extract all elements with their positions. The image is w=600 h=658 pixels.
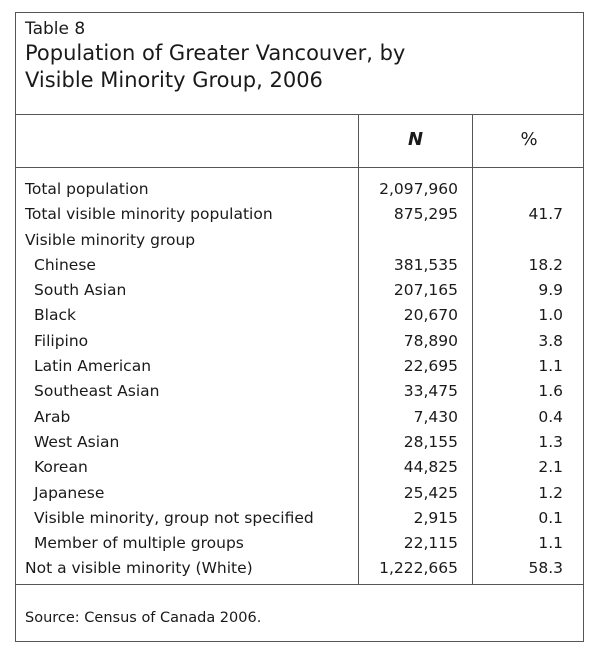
row-label: Total visible minority population <box>25 205 273 224</box>
row-percent-value: 0.4 <box>538 407 563 426</box>
table-label: Table 8 <box>25 19 86 39</box>
table-row: Chinese 381,535 18.2 <box>16 256 583 281</box>
row-n-value: 33,475 <box>403 382 458 401</box>
row-percent-value: 58.3 <box>528 559 563 578</box>
table-row: Southeast Asian 33,475 1.6 <box>16 382 583 407</box>
row-n-value: 78,890 <box>403 331 458 350</box>
row-n-value: 22,115 <box>403 534 458 553</box>
row-n-value: 2,097,960 <box>379 180 458 198</box>
row-n-value: 22,695 <box>403 357 458 376</box>
row-percent-value: 9.9 <box>538 281 563 300</box>
table-row: Visible minority, group not specified 2,9… <box>16 509 583 534</box>
row-n-value: 25,425 <box>403 483 458 502</box>
table-container: Table 8 Population of Greater Vancouver,… <box>15 12 584 642</box>
row-n-value: 44,825 <box>403 458 458 477</box>
row-percent-value: 1.1 <box>538 534 563 553</box>
row-label: Visible minority, group not specified <box>34 508 314 527</box>
table-row: Japanese 25,425 1.2 <box>16 484 583 509</box>
table-row: South Asian 207,165 9.9 <box>16 281 583 306</box>
table-row: Not a visible minority (White) 1,222,665 5… <box>16 559 583 584</box>
column-header-n: N <box>407 129 424 150</box>
table-row: Visible minority group <box>16 231 583 256</box>
row-n-value: 2,915 <box>413 508 458 527</box>
row-percent-value: 1.1 <box>538 357 563 376</box>
source-note: Source: Census of Canada 2006. <box>25 610 262 626</box>
row-percent-value: 1.2 <box>538 483 563 502</box>
row-percent-value: 18.2 <box>528 255 563 274</box>
table-title: Population of Greater Vancouver, by Visi… <box>25 41 406 92</box>
table-row: Total population 2,097,960 <box>16 180 583 205</box>
row-label: West Asian <box>34 432 120 451</box>
row-percent-value: 1.6 <box>538 382 563 401</box>
table-row: Filipino 78,890 3.8 <box>16 332 583 357</box>
row-label: Total population <box>25 180 149 198</box>
row-label: Black <box>34 306 76 325</box>
row-label: Not a visible minority (White) <box>25 559 253 578</box>
column-divider <box>358 114 359 584</box>
row-n-value: 7,430 <box>413 407 458 426</box>
row-label: South Asian <box>34 281 127 300</box>
row-percent-value: 0.1 <box>538 508 563 527</box>
row-label: Member of multiple groups <box>34 534 244 553</box>
table-title-area: Table 8 Population of Greater Vancouver,… <box>16 13 583 115</box>
column-header-percent: % <box>520 129 538 150</box>
table-body: Total population 2,097,960 Total visible m… <box>16 180 583 585</box>
table-row: Black 20,670 1.0 <box>16 306 583 331</box>
row-n-value: 875,295 <box>393 205 458 224</box>
row-label: Chinese <box>34 255 96 274</box>
table-row: Latin American 22,695 1.1 <box>16 357 583 382</box>
row-n-value: 28,155 <box>403 432 458 451</box>
table-row: Total visible minority population 875,295… <box>16 205 583 230</box>
row-label: Latin American <box>34 357 152 376</box>
row-percent-value: 1.0 <box>538 306 563 325</box>
row-label: Arab <box>34 407 71 426</box>
row-percent-value: 1.3 <box>538 432 563 451</box>
row-percent-value: 3.8 <box>538 331 563 350</box>
row-percent-value: 2.1 <box>538 458 563 477</box>
row-label: Japanese <box>34 483 105 502</box>
row-label: Korean <box>34 458 88 477</box>
table-row: Arab 7,430 0.4 <box>16 408 583 433</box>
row-label: Visible minority group <box>25 230 196 249</box>
table-row: Member of multiple groups 22,115 1.1 <box>16 534 583 559</box>
row-percent-value: 41.7 <box>528 205 563 224</box>
table-row: Korean 44,825 2.1 <box>16 458 583 483</box>
row-n-value: 207,165 <box>393 281 458 300</box>
table-header: N % <box>16 114 583 168</box>
row-n-value: 381,535 <box>393 255 458 274</box>
table-footer: Source: Census of Canada 2006. <box>16 584 583 643</box>
table-row: West Asian 28,155 1.3 <box>16 433 583 458</box>
row-n-value: 20,670 <box>403 306 458 325</box>
column-divider <box>472 114 473 584</box>
row-label: Southeast Asian <box>34 382 160 401</box>
row-n-value: 1,222,665 <box>379 559 458 578</box>
row-label: Filipino <box>34 331 89 350</box>
